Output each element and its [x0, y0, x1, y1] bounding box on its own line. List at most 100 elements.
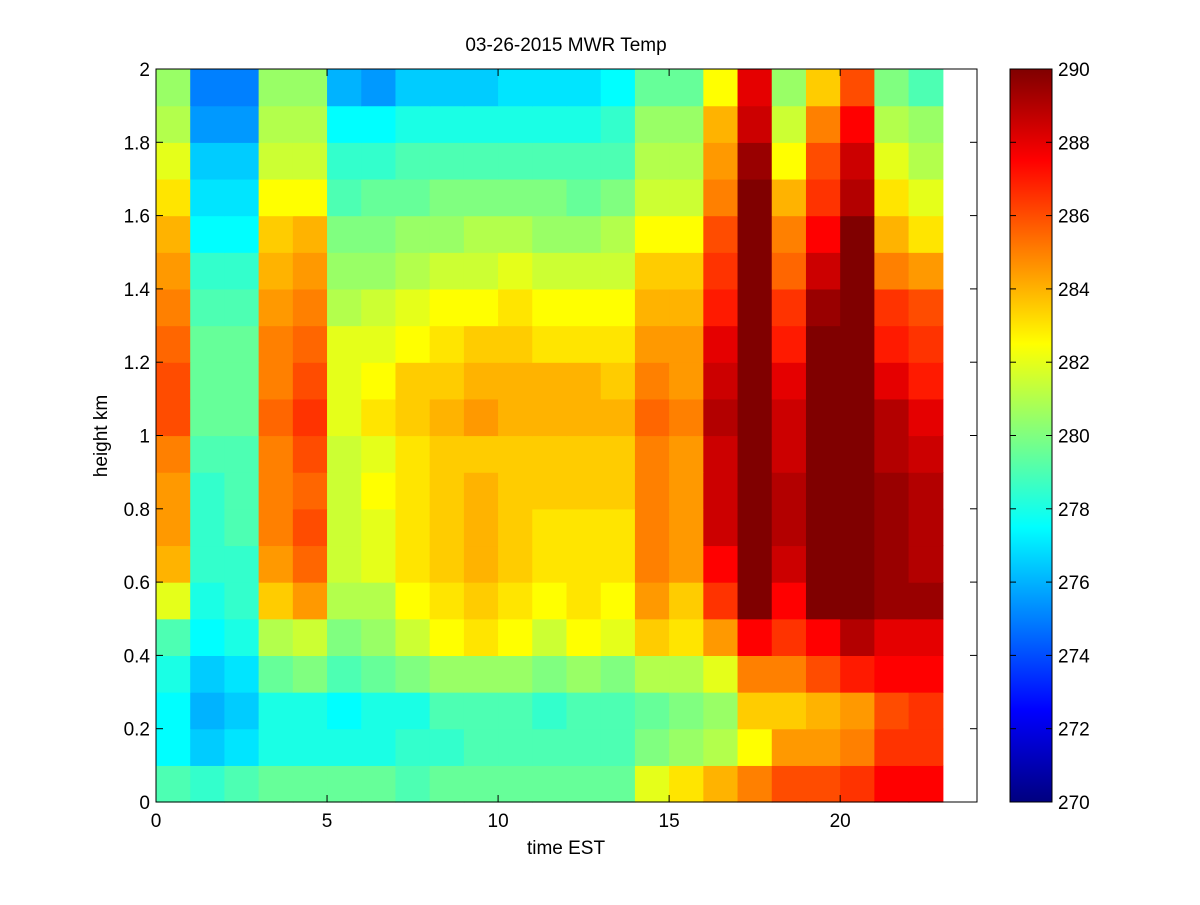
heatmap-cell — [532, 765, 568, 803]
heatmap-cell — [805, 618, 841, 656]
heatmap-cell — [498, 655, 533, 693]
heatmap-cell — [292, 362, 328, 400]
heatmap-cell — [429, 508, 465, 547]
heatmap-cell — [395, 655, 431, 693]
heatmap-cell — [395, 325, 431, 363]
heatmap-cell — [669, 142, 704, 180]
heatmap-cell — [258, 105, 294, 143]
heatmap-cell — [840, 178, 875, 217]
heatmap-cell — [327, 288, 362, 327]
heatmap-cell — [634, 655, 670, 693]
heatmap-cell — [258, 728, 294, 766]
heatmap-cell — [327, 435, 362, 473]
heatmap-cell — [258, 325, 294, 363]
colorbar-tick-label: 270 — [1058, 793, 1090, 814]
heatmap-cell — [327, 105, 362, 143]
heatmap-cell — [805, 252, 841, 290]
heatmap-cell — [566, 472, 602, 510]
heatmap-cell — [532, 655, 568, 693]
heatmap-cell — [634, 582, 670, 620]
heatmap-cell — [669, 252, 704, 290]
heatmap-cell — [908, 362, 944, 400]
heatmap-cell — [669, 728, 704, 766]
heatmap-cell — [429, 398, 465, 437]
heatmap-cell — [190, 655, 226, 693]
heatmap-cell — [840, 582, 875, 620]
heatmap-cell — [840, 435, 875, 473]
heatmap-cell — [874, 398, 910, 437]
heatmap-cell — [600, 215, 636, 253]
heatmap-cell — [634, 105, 670, 143]
heatmap-cell — [908, 69, 944, 107]
heatmap-cell — [737, 69, 773, 107]
heatmap-cell — [874, 508, 910, 547]
heatmap-cell — [361, 692, 397, 730]
heatmap-cell — [805, 325, 841, 363]
heatmap-cell — [669, 582, 704, 620]
heatmap-cell — [703, 362, 739, 400]
heatmap-cells — [156, 69, 944, 803]
heatmap-cell — [532, 545, 568, 583]
heatmap-cell — [156, 178, 191, 217]
heatmap-cell — [669, 178, 704, 217]
heatmap-cell — [703, 655, 739, 693]
heatmap-cell — [463, 508, 499, 547]
heatmap-cell — [292, 765, 328, 803]
heatmap-cell — [498, 728, 533, 766]
heatmap-cell — [771, 398, 807, 437]
heatmap-cell — [361, 655, 397, 693]
heatmap-cell — [429, 692, 465, 730]
heatmap-cell — [703, 472, 739, 510]
colorbar-tick-label: 286 — [1058, 207, 1090, 228]
colorbar-tick-label: 272 — [1058, 720, 1090, 741]
x-tick-label: 0 — [151, 811, 162, 832]
heatmap-cell — [703, 252, 739, 290]
heatmap-cell — [566, 728, 602, 766]
y-tick-label: 1 — [139, 427, 150, 448]
heatmap-cell — [669, 692, 704, 730]
heatmap-cell — [840, 105, 875, 143]
heatmap-cell — [156, 765, 191, 803]
heatmap-cell — [840, 362, 875, 400]
heatmap-cell — [840, 252, 875, 290]
heatmap-cell — [361, 178, 397, 217]
heatmap-cell — [498, 69, 533, 107]
heatmap-cell — [840, 69, 875, 107]
heatmap-cell — [737, 582, 773, 620]
heatmap-cell — [190, 215, 226, 253]
heatmap-cell — [566, 618, 602, 656]
heatmap-cell — [156, 472, 191, 510]
heatmap-cell — [498, 508, 533, 547]
heatmap-cell — [463, 728, 499, 766]
heatmap-cell — [737, 288, 773, 327]
heatmap-cell — [498, 472, 533, 510]
heatmap-cell — [258, 398, 294, 437]
heatmap-cell — [703, 582, 739, 620]
heatmap-cell — [805, 692, 841, 730]
heatmap-cell — [463, 545, 499, 583]
heatmap-cell — [908, 435, 944, 473]
heatmap-cell — [190, 178, 226, 217]
heatmap-cell — [600, 69, 636, 107]
heatmap-cell — [532, 215, 568, 253]
heatmap-cell — [908, 508, 944, 547]
heatmap-cell — [566, 655, 602, 693]
heatmap-cell — [737, 728, 773, 766]
heatmap-cell — [771, 252, 807, 290]
heatmap-cell — [292, 69, 328, 107]
heatmap-cell — [805, 398, 841, 437]
heatmap-cell — [771, 178, 807, 217]
heatmap-cell — [600, 142, 636, 180]
heatmap-cell — [258, 362, 294, 400]
heatmap-cell — [771, 215, 807, 253]
heatmap-cell — [156, 655, 191, 693]
heatmap-cell — [258, 692, 294, 730]
heatmap-cell — [874, 582, 910, 620]
heatmap-cell — [224, 472, 260, 510]
heatmap-cell — [258, 545, 294, 583]
heatmap-cell — [292, 582, 328, 620]
heatmap-cell — [703, 325, 739, 363]
heatmap-cell — [532, 105, 568, 143]
heatmap-cell — [156, 215, 191, 253]
heatmap-cell — [395, 435, 431, 473]
